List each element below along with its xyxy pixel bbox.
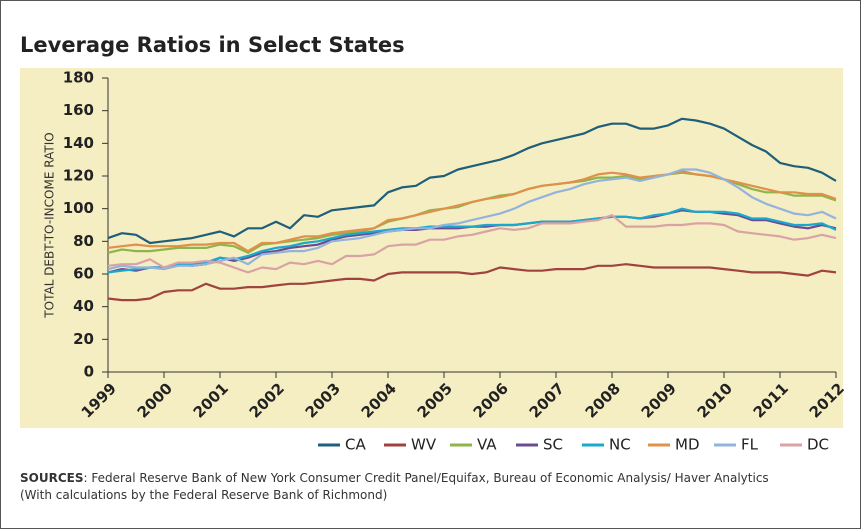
series-line bbox=[107, 168, 837, 271]
source-text: : Federal Reserve Bank of New York Consu… bbox=[20, 471, 769, 502]
plot-panel bbox=[20, 68, 843, 428]
y-tick-label: 120 bbox=[63, 167, 94, 185]
y-tick-label: 80 bbox=[73, 232, 94, 250]
y-tick-label: 60 bbox=[73, 265, 94, 283]
y-tick-label: 0 bbox=[84, 363, 94, 381]
legend-label: DC bbox=[807, 436, 829, 454]
y-tick-label: 100 bbox=[63, 199, 94, 217]
source: SOURCES: Federal Reserve Bank of New Yor… bbox=[20, 470, 800, 504]
chart-title: Leverage Ratios in Select States bbox=[20, 33, 405, 57]
source-label: SOURCES bbox=[20, 471, 84, 485]
series-line bbox=[107, 263, 837, 302]
y-axis-label: TOTAL DEBT-TO-INCOME RATIO bbox=[43, 132, 57, 318]
series-line bbox=[107, 214, 837, 274]
y-tick-label: 140 bbox=[63, 134, 94, 152]
series-line bbox=[107, 117, 837, 245]
legend-label: WV bbox=[411, 436, 437, 454]
series-line bbox=[107, 170, 837, 253]
source-box: SOURCES: Federal Reserve Bank of New Yor… bbox=[20, 470, 800, 504]
y-tick-label: 160 bbox=[63, 101, 94, 119]
legend-label: VA bbox=[477, 436, 497, 454]
legend-label: FL bbox=[741, 436, 759, 454]
y-tick-label: 40 bbox=[73, 297, 94, 315]
legend-label: MD bbox=[675, 436, 700, 454]
y-tick-label: 180 bbox=[63, 69, 94, 87]
legend-label: CA bbox=[345, 436, 366, 454]
legend-label: SC bbox=[543, 436, 563, 454]
legend-label: NC bbox=[609, 436, 631, 454]
y-tick-label: 20 bbox=[73, 330, 94, 348]
